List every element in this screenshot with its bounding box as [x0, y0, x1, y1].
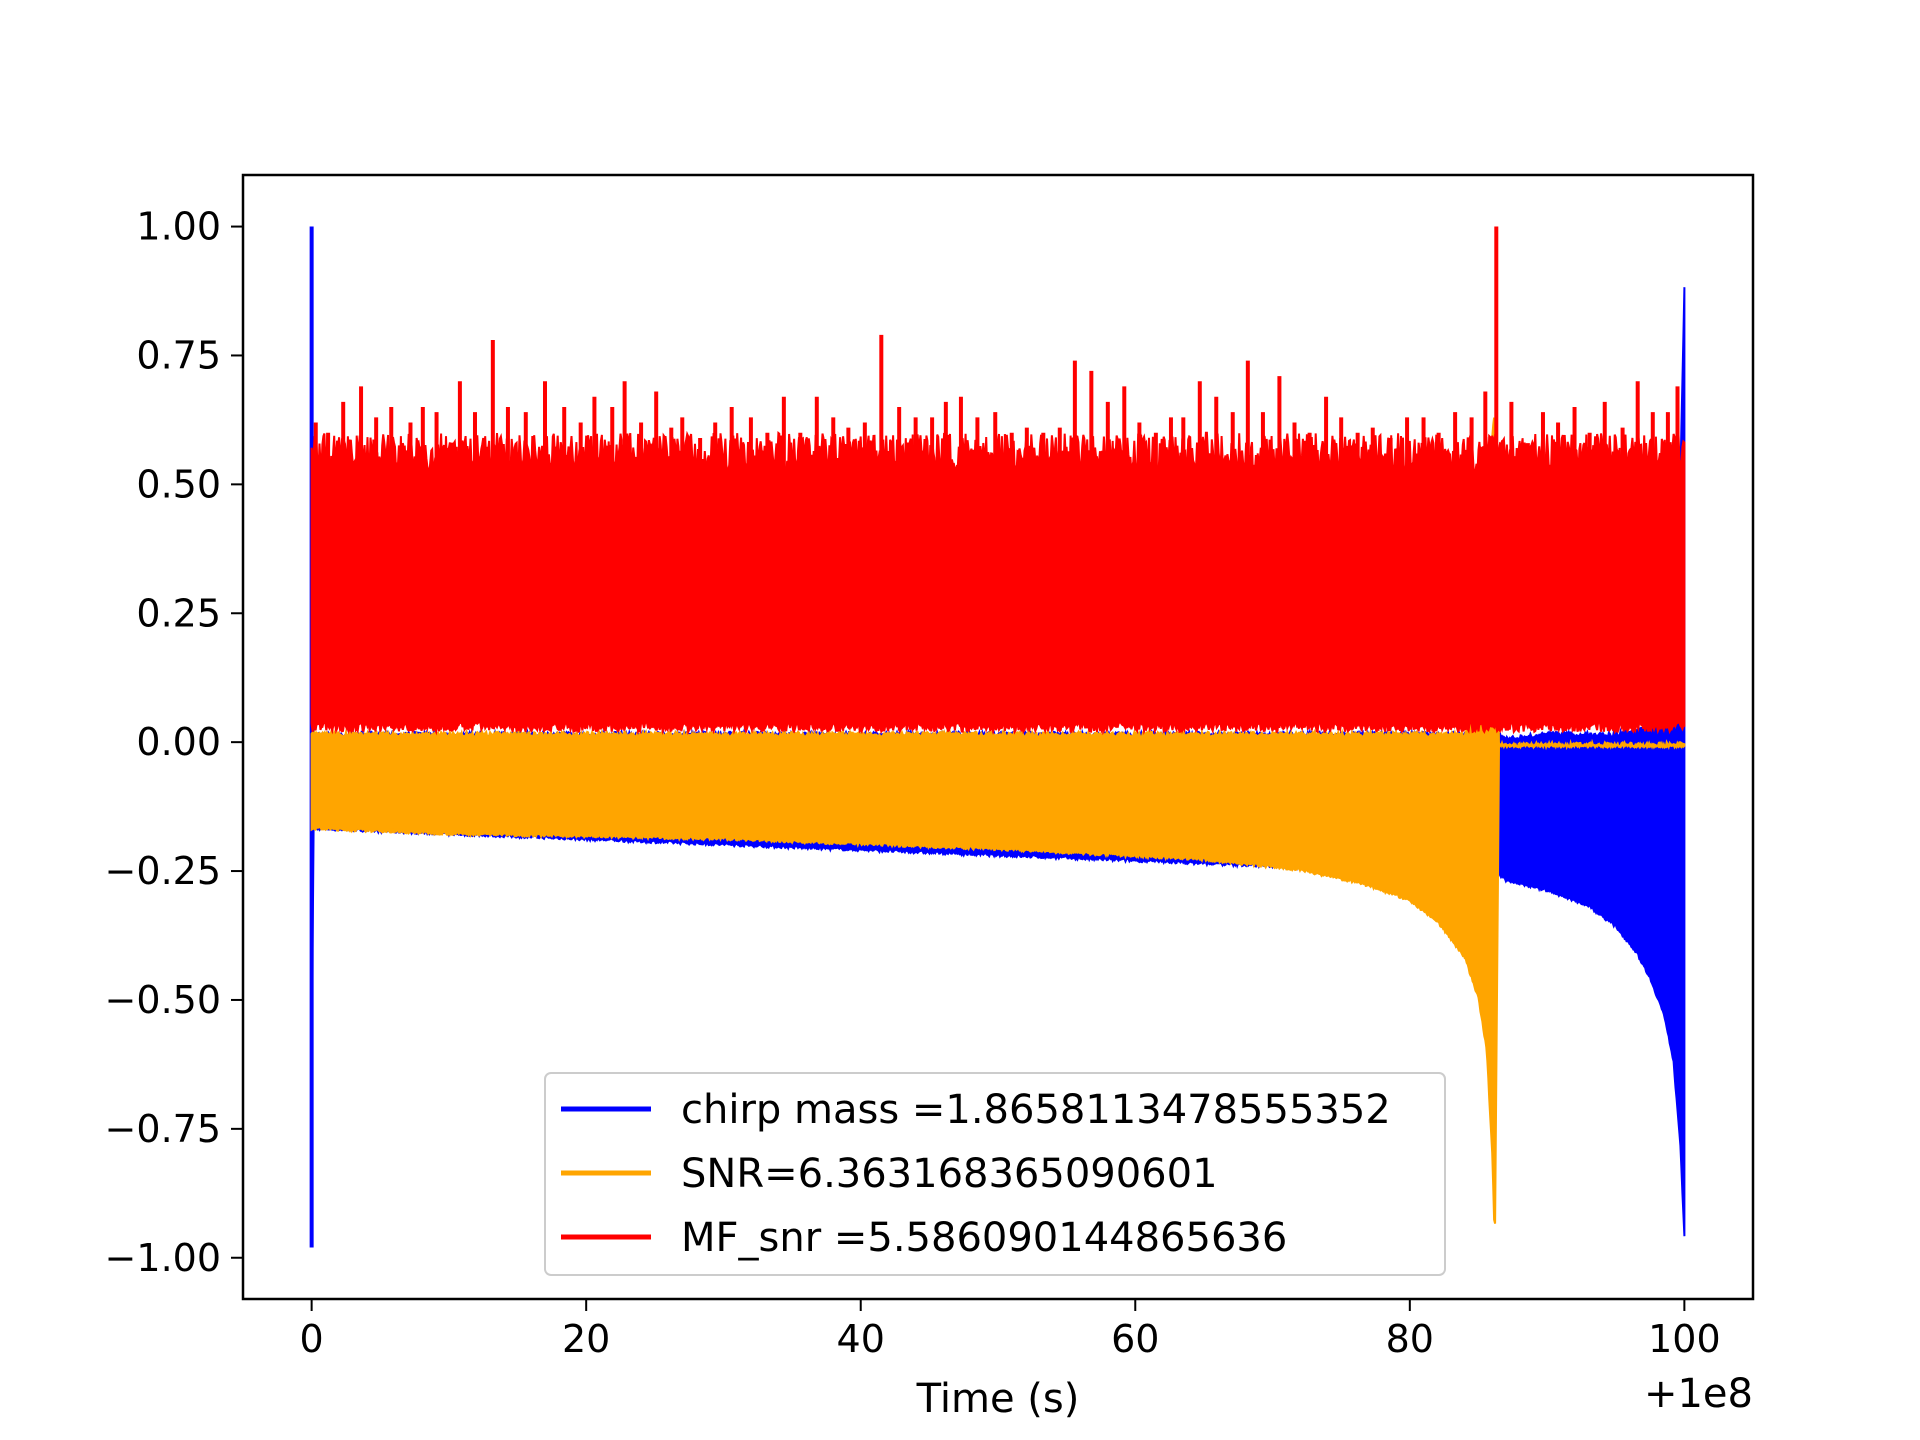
y-tick-label: 1.00 [136, 205, 221, 249]
x-tick-label: 0 [300, 1317, 324, 1361]
y-tick-label: 0.50 [136, 462, 221, 506]
y-tick-label: −0.75 [105, 1107, 221, 1151]
x-axis-label: Time (s) [916, 1376, 1080, 1422]
series-layer [309, 226, 1686, 1248]
legend-label: SNR=6.363168365090601 [681, 1151, 1218, 1197]
legend-label: chirp mass =1.8658113478555352 [681, 1087, 1391, 1133]
plot-frame [241, 173, 1755, 1301]
legend: chirp mass =1.8658113478555352 SNR=6.3631… [544, 1072, 1446, 1276]
y-axis: 1.00 0.75 0.50 0.25 0.00 −0.25 −0.50 −0.75 −1.00 [105, 205, 243, 1280]
legend-label: MF_snr =5.586090144865636 [681, 1215, 1287, 1261]
x-tick-label: 100 [1648, 1317, 1721, 1361]
x-axis-offset-label: +1e8 [1644, 1371, 1753, 1417]
x-axis: 0 20 40 60 80 100 [300, 1299, 1721, 1361]
y-tick-label: −0.25 [105, 849, 221, 893]
legend-item: MF_snr =5.586090144865636 [561, 1215, 1287, 1261]
legend-item: chirp mass =1.8658113478555352 [561, 1087, 1391, 1133]
legend-box [544, 1072, 1446, 1276]
legend-item: SNR=6.363168365090601 [561, 1151, 1218, 1197]
y-tick-label: 0.25 [136, 591, 221, 635]
y-tick-label: −0.50 [105, 978, 221, 1022]
y-tick-label: −1.00 [105, 1236, 221, 1280]
x-tick-label: 40 [837, 1317, 885, 1361]
y-tick-label: 0.75 [136, 333, 221, 377]
y-tick-label: 0.00 [136, 720, 221, 764]
series-2 [310, 417, 1686, 1224]
x-tick-label: 80 [1386, 1317, 1434, 1361]
series-3 [310, 226, 1686, 736]
x-tick-label: 60 [1111, 1317, 1159, 1361]
x-tick-label: 20 [562, 1317, 610, 1361]
series-2-band [310, 417, 1686, 1224]
series-3-band [310, 430, 1686, 736]
